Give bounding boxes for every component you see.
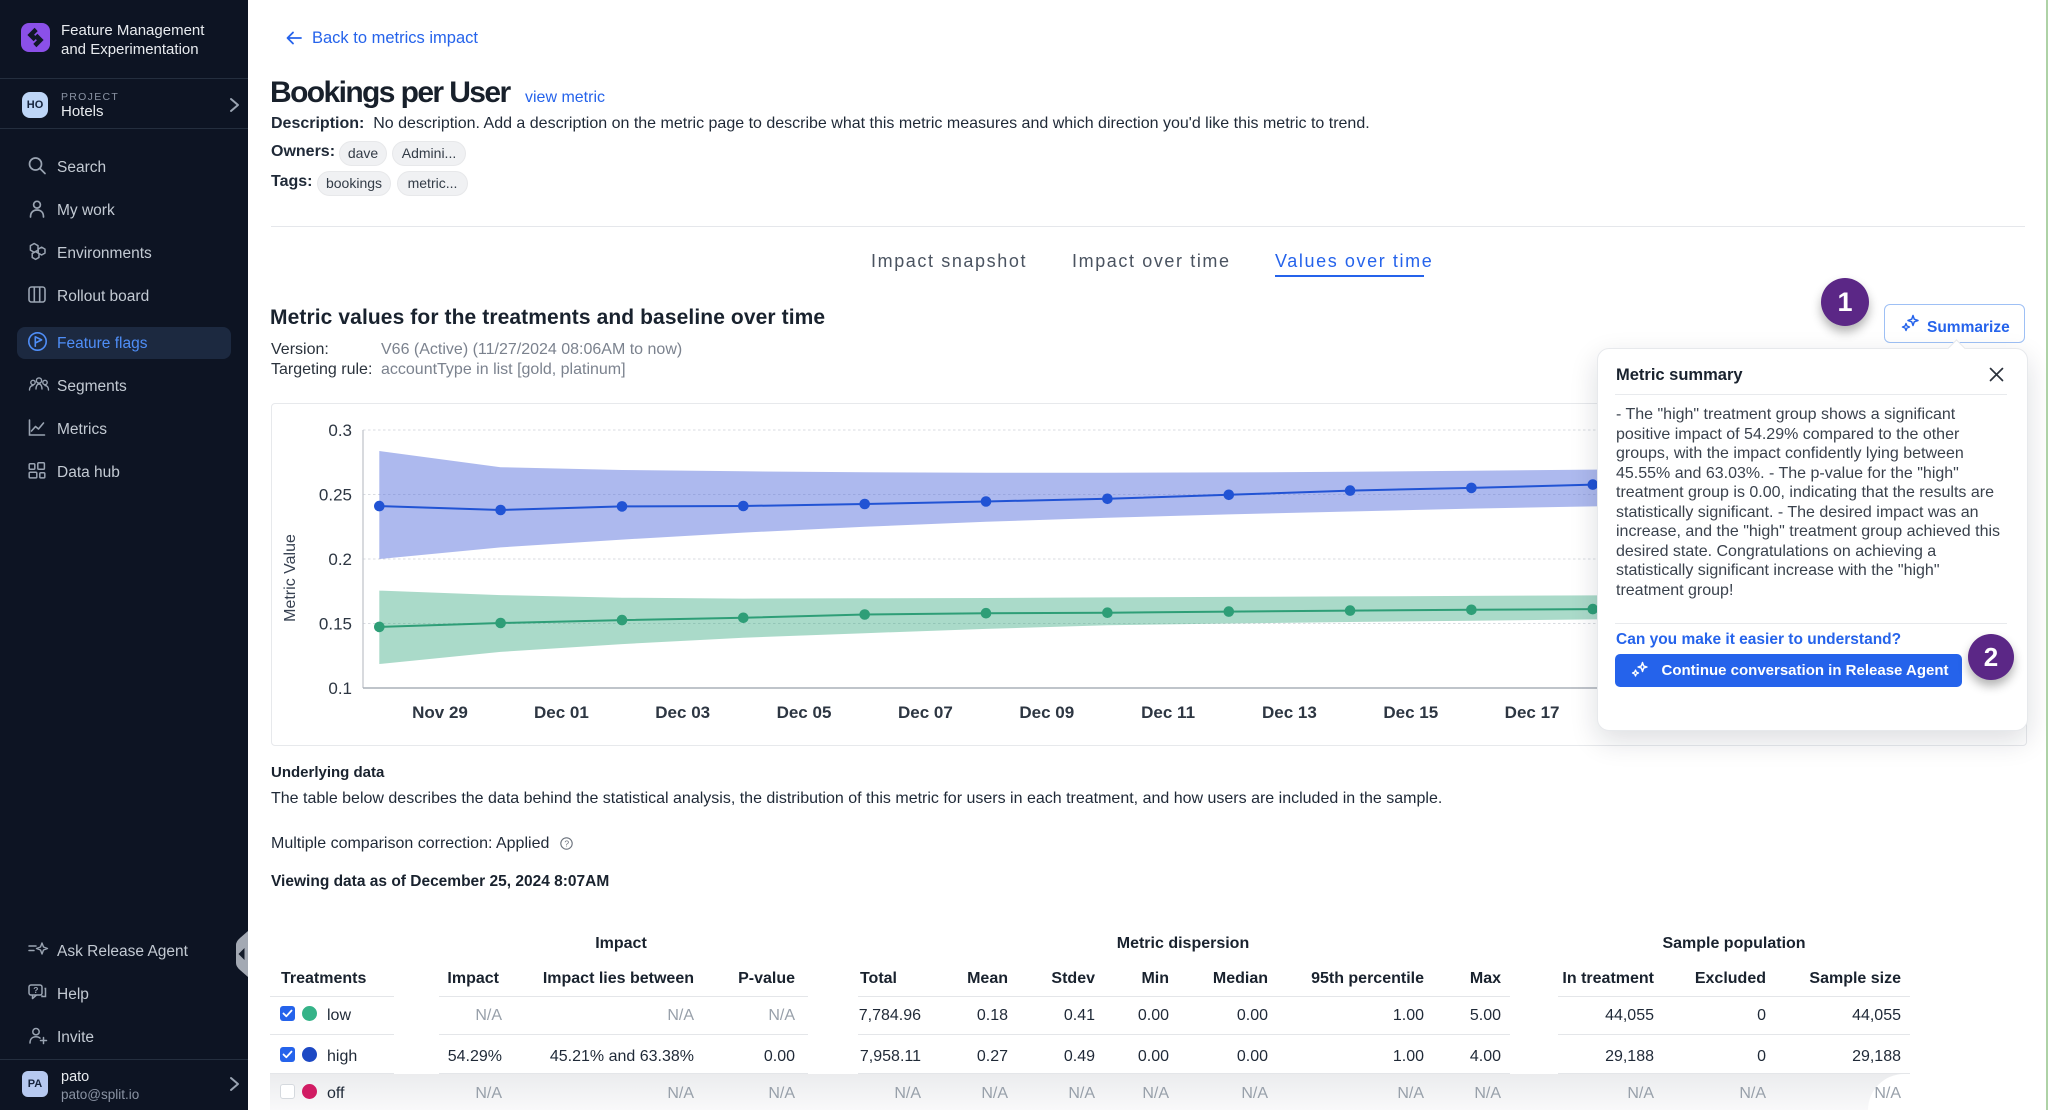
svg-text:0.25: 0.25 [319, 486, 352, 505]
svg-text:Metric Value: Metric Value [282, 534, 299, 622]
svg-text:0.15: 0.15 [319, 615, 352, 634]
svg-text:Dec 03: Dec 03 [655, 703, 710, 722]
svg-text:Dec 17: Dec 17 [1505, 703, 1560, 722]
svg-text:Dec 01: Dec 01 [534, 703, 589, 722]
svg-text:Dec 09: Dec 09 [1019, 703, 1074, 722]
svg-text:0.1: 0.1 [328, 679, 352, 698]
svg-text:0.2: 0.2 [328, 550, 352, 569]
svg-text:?: ? [33, 984, 38, 994]
svg-text:0.3: 0.3 [328, 421, 352, 440]
svg-text:?: ? [564, 839, 569, 849]
svg-text:Nov 29: Nov 29 [412, 703, 468, 722]
svg-text:Dec 11: Dec 11 [1141, 703, 1195, 722]
svg-text:Dec 15: Dec 15 [1383, 703, 1438, 722]
svg-text:Dec 05: Dec 05 [777, 703, 832, 722]
svg-text:Dec 13: Dec 13 [1262, 703, 1317, 722]
svg-text:Dec 07: Dec 07 [898, 703, 953, 722]
